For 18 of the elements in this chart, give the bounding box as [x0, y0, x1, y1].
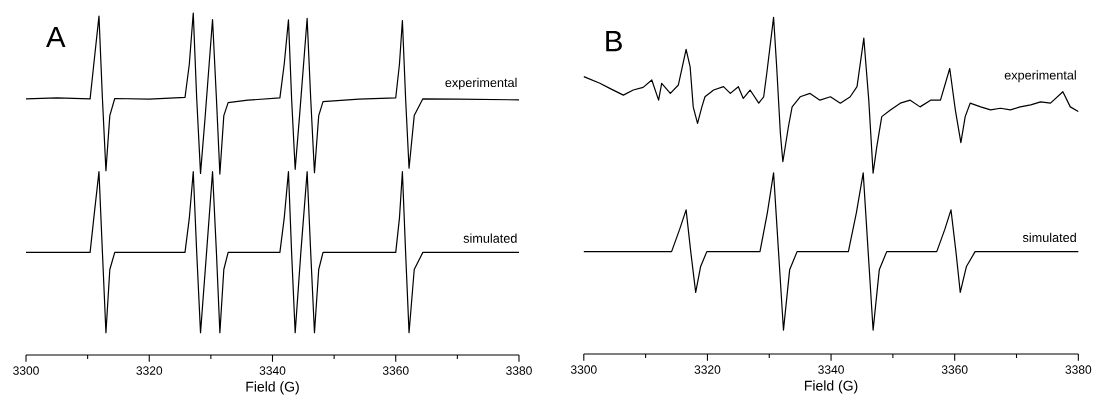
- series-label: experimental: [445, 77, 517, 90]
- x-tick-label: 3300: [570, 365, 597, 374]
- x-tick-label: 3340: [818, 365, 844, 374]
- x-tick-label: 3360: [382, 366, 409, 375]
- x-axis-title: Field (G): [804, 380, 858, 394]
- x-tick-label: 3340: [259, 366, 286, 375]
- x-axis-title: Field (G): [246, 381, 299, 395]
- x-tick-label: 3320: [136, 366, 163, 375]
- series-label: experimental: [1004, 70, 1076, 83]
- x-tick-label: 3360: [941, 365, 968, 374]
- chart-title: B: [606, 31, 622, 52]
- x-tick-label: 3380: [1065, 365, 1092, 374]
- series-label: simulated: [463, 233, 517, 243]
- x-tick-label: 3380: [506, 366, 532, 375]
- chart-title: A: [46, 26, 66, 48]
- series-label: simulated: [1022, 232, 1076, 243]
- x-tick-label: 3300: [13, 366, 39, 375]
- x-tick-label: 3320: [694, 365, 721, 374]
